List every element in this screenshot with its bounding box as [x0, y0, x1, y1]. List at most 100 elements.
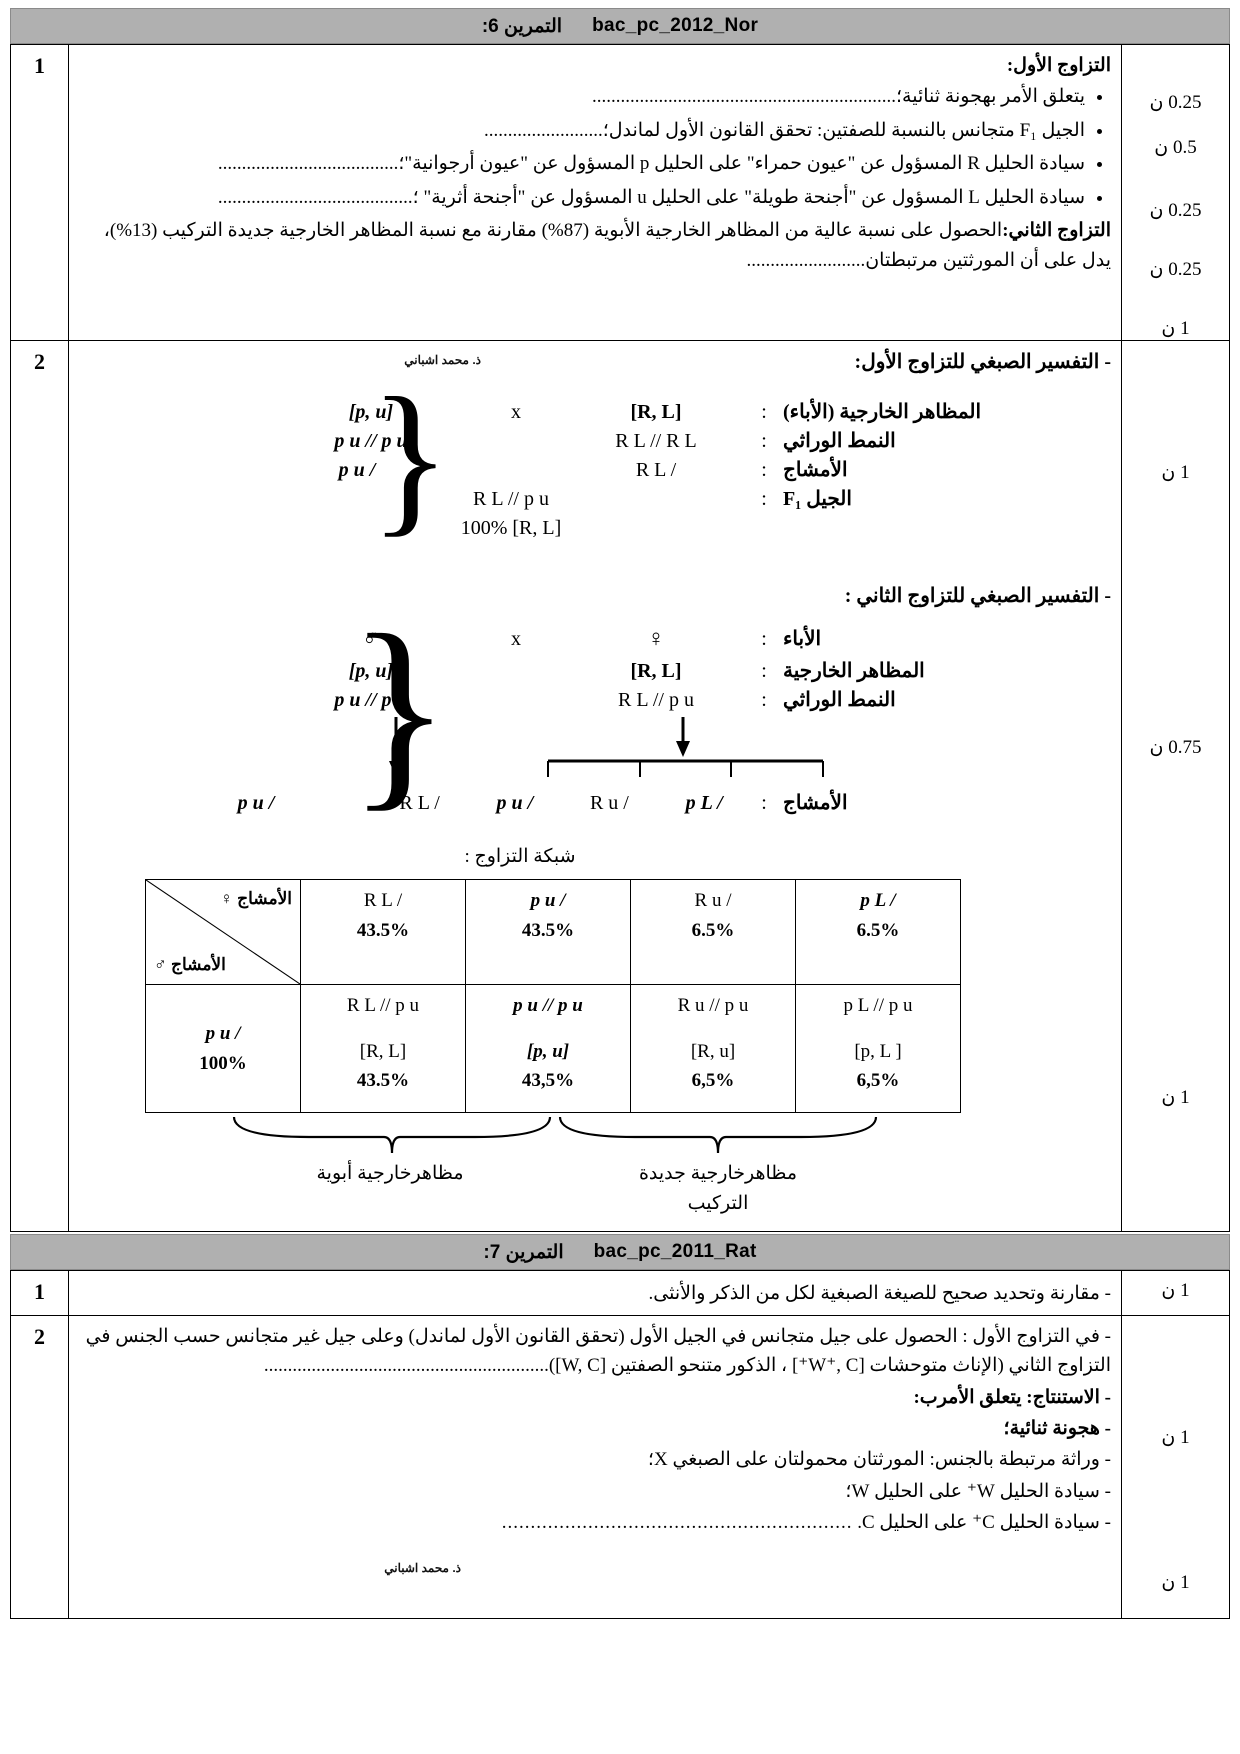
- bullet-2-text: سيادة الحليل R المسؤول عن "عيون حمراء" ع…: [398, 153, 1085, 175]
- score-punnett: 1 ن: [1161, 1087, 1190, 1108]
- male-value: [p, u]: [348, 401, 394, 423]
- female-value: [R, L]: [630, 659, 682, 682]
- score-3: 0.25 ن: [1149, 259, 1202, 280]
- e7-conclusion-line: - الاستنتاج: يتعلق الأمرب:: [79, 1383, 1111, 1412]
- cross-2-dots: .........................: [746, 249, 866, 271]
- f1-genotype: R L // p u: [473, 488, 549, 510]
- f1-phenotype: 100% [R, L]: [460, 517, 562, 539]
- caption-recombinant: مظاهرخارجية جديدة التركيب: [557, 1159, 879, 1218]
- header-pct-0: 43.5%: [356, 919, 410, 941]
- gamete-2: R u /: [589, 791, 629, 814]
- cell-genotype-1: p u // p u: [513, 995, 583, 1017]
- e7-q2-paragraph: - في التزاوج الأول : الحصول على جيل متجا…: [79, 1322, 1111, 1381]
- cell-genotype-3: p L // p u: [843, 995, 913, 1017]
- conclusion-bullet-3: - سيادة الحليل C⁺ على الحليل C.: [857, 1512, 1111, 1534]
- punnett-caption: شبكة التزاوج :: [464, 845, 576, 867]
- female-value: R L /: [635, 459, 677, 481]
- cross-2-label: التزاوج الثاني:: [1002, 220, 1111, 242]
- cross-1-diagram: { المظاهر الخارجية (الأباء) : [R, L] x […: [79, 372, 1111, 547]
- gamete-1: p u /: [496, 791, 534, 814]
- list-item: سيادة الحليل R المسؤول عن "عيون حمراء" ع…: [79, 149, 1085, 178]
- male-value: p u /: [338, 459, 376, 481]
- row-colon: :: [761, 488, 767, 510]
- score-cross2: 0.75 ن: [1149, 737, 1202, 758]
- conclusion-lead: يتعلق الأمرب:: [913, 1386, 1022, 1408]
- bullet-1-text: الجيل F₁ متجانس بالنسبة للصفتين: تحقق ال…: [602, 119, 1085, 141]
- e7-q2-paragraph-dots: ........................................…: [263, 1355, 549, 1377]
- q2-content-cell: ذ. محمد اشباني - التفسير الصبغي للتزاوج …: [68, 339, 1122, 1233]
- brace-icon: {: [369, 363, 451, 551]
- q1-number-cell: 1: [10, 44, 69, 341]
- cross-2-diagram: { الأباء : ♀ x ♂ المظاهر الخارجية : [R, …: [79, 602, 1111, 822]
- row-colon: :: [761, 627, 767, 650]
- e7-q1-number-cell: 1: [10, 1270, 69, 1316]
- cross-1-row-gametes: الأمشاج : R L / p u /: [79, 456, 993, 485]
- punnett-header-cell: p L / 6.5%: [795, 879, 961, 986]
- bullet-1-dots: .........................: [483, 119, 603, 141]
- row-colon: :: [761, 659, 767, 682]
- punnett-cell: p u // p u [p, u] 43,5%: [465, 984, 631, 1114]
- conclusion-dots: ........................................…: [501, 1512, 853, 1534]
- row-label: النمط الوراثي: [783, 430, 896, 452]
- e7-q1-score-cell: 1 ن: [1121, 1270, 1230, 1316]
- gamete-3: p L /: [685, 791, 723, 814]
- cell-genotype-0: R L // p u: [346, 995, 420, 1017]
- q1-bullet-list: يتعلق الأمر بهجونة ثنائية؛..............…: [79, 82, 1111, 212]
- caption-recombinant-line1: مظاهرخارجية جديدة: [638, 1163, 798, 1185]
- score-4: 1 ن: [1161, 318, 1190, 339]
- conclusion-label: - الاستنتاج:: [1026, 1386, 1111, 1408]
- cell-phenotype-1: [p, u]: [526, 1040, 570, 1062]
- cross-2-text: الحصول على نسبة عالية من المظاهر الخارجي…: [103, 220, 1111, 271]
- punnett-braces: [79, 1113, 961, 1159]
- e7-q2-paragraph-text: - في التزاوج الأول : الحصول على جيل متجا…: [85, 1325, 1111, 1377]
- punnett-header-cell: R u / 6.5%: [630, 879, 796, 986]
- header-gamete-0: R L /: [363, 890, 403, 912]
- list-item: يتعلق الأمر بهجونة ثنائية؛..............…: [79, 82, 1085, 111]
- score-0: 0.25 ن: [1149, 92, 1202, 113]
- gamete-0: R L /: [399, 791, 440, 814]
- header-pct-3: 6.5%: [856, 919, 900, 941]
- brace-icon: {: [347, 590, 451, 829]
- cell-pct-0: 43.5%: [356, 1070, 410, 1092]
- header-pct-2: 6.5%: [691, 919, 735, 941]
- e7-q2-content-cell: - في التزاوج الأول : الحصول على جيل متجا…: [68, 1314, 1122, 1619]
- conclusion-bullet-3-row: - سيادة الحليل C⁺ على الحليل C. ........…: [79, 1508, 1111, 1537]
- list-item: سيادة الحليل L المسؤول عن "أجنحة طويلة" …: [79, 183, 1085, 212]
- cross-2-row-genotype: النمط الوراثي : R L // p u p u // p u: [79, 686, 993, 715]
- cross-1-row-phenotype: المظاهر الخارجية (الأباء) : [R, L] x [p,…: [79, 398, 993, 427]
- q2-number-cell: 2: [10, 339, 69, 1233]
- meiosis-arrow-icon: [389, 716, 824, 777]
- cell-pct-3: 6,5%: [856, 1070, 900, 1092]
- cross-2-heading: - التفسير الصبغي للتزاوج الثاني :: [844, 585, 1111, 607]
- cross-symbol: x: [511, 401, 521, 423]
- score-top: 1 ن: [1161, 1426, 1190, 1448]
- exercise-6-code: bac_pc_2012_Nor: [592, 15, 759, 36]
- male-gamete: p u /: [237, 791, 275, 814]
- female-value: R L // p u: [618, 688, 694, 711]
- e7-q2-content: - في التزاوج الأول : الحصول على جيل متجا…: [69, 1316, 1121, 1618]
- bullet-0-dots: ........................................…: [591, 86, 896, 108]
- q2-scores-cell: 1 ن 0.75 ن 1 ن: [1121, 339, 1230, 1233]
- grouping-brace-icon: [232, 1117, 878, 1154]
- exercise-7-code: bac_pc_2011_Rat: [593, 1241, 757, 1263]
- row-label: الأباء: [783, 627, 822, 650]
- exercise-7-table: 1 ن - مقارنة وتحديد صحيح للصيغة الصبغية …: [10, 1270, 1230, 1619]
- female-gametes: R L / p u / R u / p L /: [371, 789, 751, 818]
- cross-2-row-phenotype: المظاهر الخارجية : [R, L] [p, u]: [79, 657, 993, 686]
- conclusion-bullet-0: - هجونة ثنائية؛: [1003, 1417, 1111, 1439]
- question-number: 2: [34, 349, 45, 374]
- row-pct: 100%: [199, 1052, 247, 1074]
- cross-1-row-f1-phenotype: 100% [R, L]: [79, 514, 993, 543]
- cross-2-paragraph: التزاوج الثاني:الحصول على نسبة عالية من …: [79, 216, 1111, 275]
- exercise-6-label: التمرين 6:: [481, 15, 563, 37]
- female-value: [R, L]: [630, 401, 682, 423]
- e7-q1-content-cell: - مقارنة وتحديد صحيح للصيغة الصبغية لكل …: [68, 1270, 1122, 1316]
- male-symbol-icon: ♂: [362, 626, 380, 652]
- exercise-6-table: 0.25 ن 0.5 ن 0.25 ن 0.25 ن 1 ن التزاوج ا…: [10, 44, 1230, 1233]
- header-gamete-3: p L /: [860, 890, 896, 912]
- bullet-2-dots: ......................................: [217, 153, 399, 175]
- table-row: 1 ن 0.75 ن 1 ن ذ. محمد اشباني - التفسير …: [10, 339, 1230, 1233]
- row-label: الأمشاج: [783, 459, 848, 481]
- male-value: [p, u]: [348, 659, 394, 682]
- q2-content: ذ. محمد اشباني - التفسير الصبغي للتزاوج …: [69, 341, 1121, 1231]
